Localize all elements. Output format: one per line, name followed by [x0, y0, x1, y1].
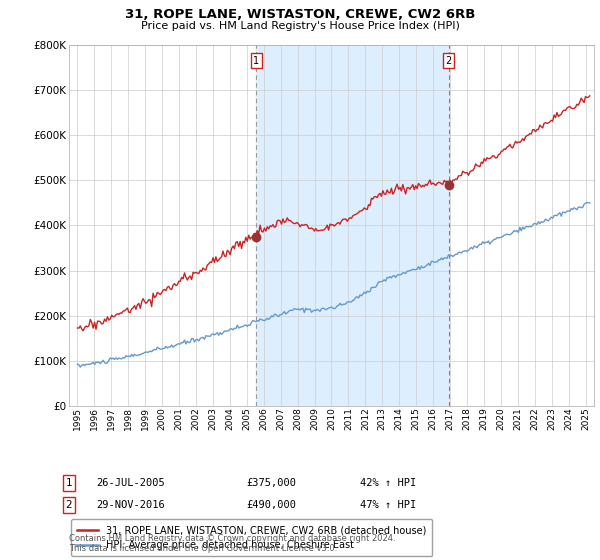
Text: £490,000: £490,000: [246, 500, 296, 510]
Text: 47% ↑ HPI: 47% ↑ HPI: [360, 500, 416, 510]
Text: 29-NOV-2016: 29-NOV-2016: [96, 500, 165, 510]
Legend: 31, ROPE LANE, WISTASTON, CREWE, CW2 6RB (detached house), HPI: Average price, d: 31, ROPE LANE, WISTASTON, CREWE, CW2 6RB…: [71, 519, 433, 556]
Text: 42% ↑ HPI: 42% ↑ HPI: [360, 478, 416, 488]
Text: 2: 2: [65, 500, 73, 510]
Text: £375,000: £375,000: [246, 478, 296, 488]
Text: Contains HM Land Registry data © Crown copyright and database right 2024.
This d: Contains HM Land Registry data © Crown c…: [69, 534, 395, 553]
Text: 1: 1: [65, 478, 73, 488]
Text: 1: 1: [253, 55, 259, 66]
Text: 31, ROPE LANE, WISTASTON, CREWE, CW2 6RB: 31, ROPE LANE, WISTASTON, CREWE, CW2 6RB: [125, 8, 475, 21]
Text: 2: 2: [445, 55, 452, 66]
Text: Price paid vs. HM Land Registry's House Price Index (HPI): Price paid vs. HM Land Registry's House …: [140, 21, 460, 31]
Bar: [256, 45, 449, 406]
Text: 26-JUL-2005: 26-JUL-2005: [96, 478, 165, 488]
